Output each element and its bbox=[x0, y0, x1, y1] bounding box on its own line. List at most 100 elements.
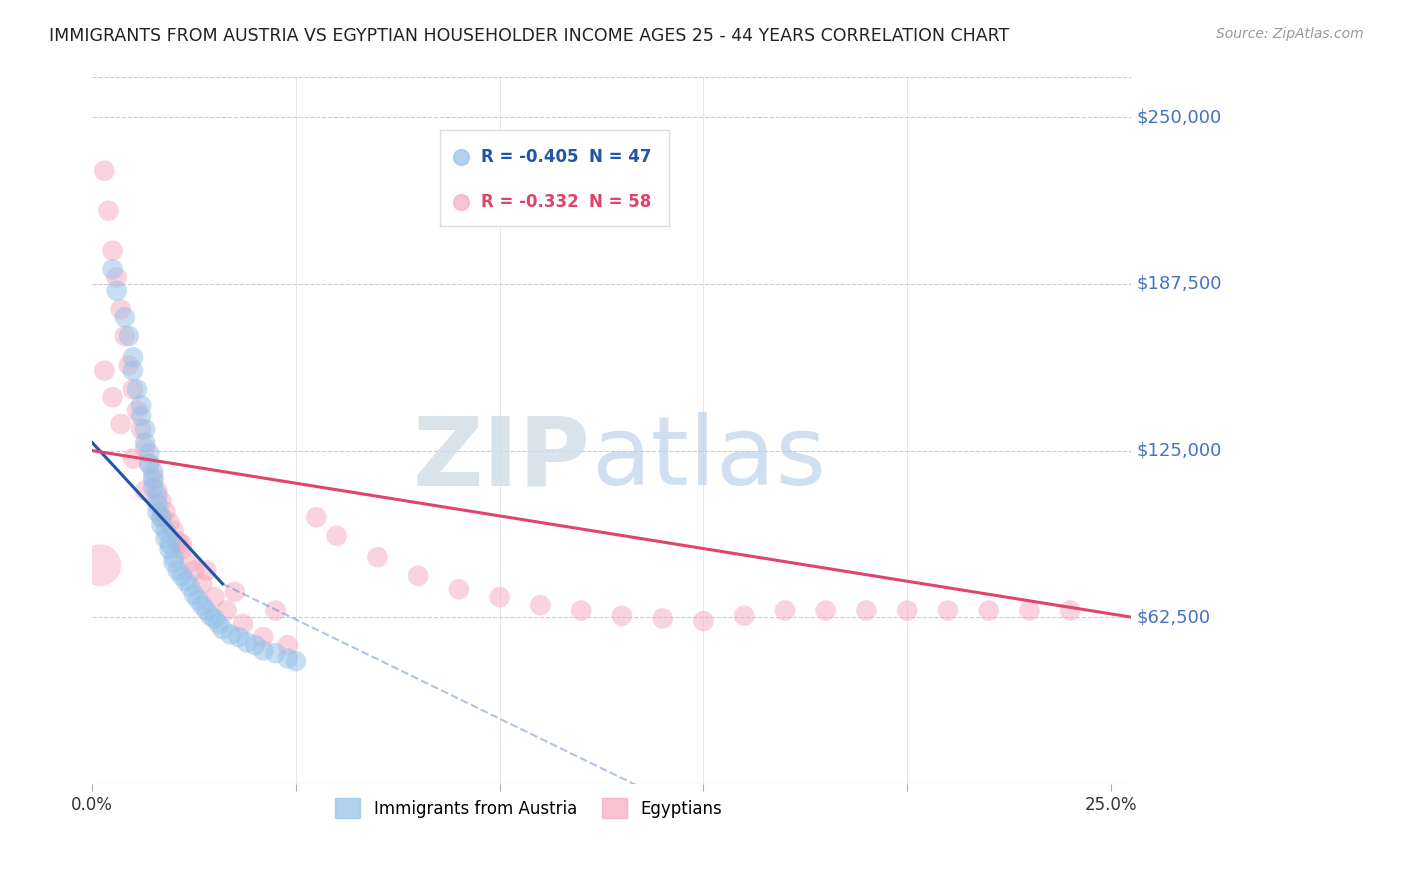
Point bbox=[488, 590, 510, 604]
Point bbox=[101, 244, 124, 258]
Point bbox=[224, 584, 246, 599]
Point bbox=[264, 603, 287, 617]
Point bbox=[166, 534, 188, 549]
Point bbox=[150, 510, 173, 524]
Point bbox=[122, 382, 145, 396]
Point bbox=[366, 550, 388, 565]
Point bbox=[773, 603, 796, 617]
Legend: Immigrants from Austria, Egyptians: Immigrants from Austria, Egyptians bbox=[329, 791, 728, 825]
Point bbox=[204, 611, 226, 625]
Text: atlas: atlas bbox=[591, 412, 827, 506]
Point bbox=[252, 643, 274, 657]
Point bbox=[651, 611, 673, 625]
Point bbox=[129, 398, 152, 412]
Point bbox=[122, 351, 145, 365]
Point bbox=[129, 422, 152, 436]
Point bbox=[187, 592, 209, 607]
Text: $125,000: $125,000 bbox=[1136, 442, 1222, 459]
Point bbox=[118, 329, 141, 343]
Point bbox=[215, 603, 238, 617]
Point bbox=[163, 524, 186, 538]
Point bbox=[195, 603, 218, 617]
Point bbox=[118, 359, 141, 373]
Point bbox=[150, 510, 173, 524]
Text: $62,500: $62,500 bbox=[1136, 608, 1211, 626]
Point bbox=[855, 603, 877, 617]
Point bbox=[93, 363, 115, 377]
Point bbox=[163, 550, 186, 565]
Point bbox=[179, 556, 201, 570]
Point bbox=[305, 510, 328, 524]
Point bbox=[101, 390, 124, 404]
Point bbox=[122, 451, 145, 466]
Point bbox=[146, 497, 169, 511]
Point bbox=[243, 638, 266, 652]
Text: IMMIGRANTS FROM AUSTRIA VS EGYPTIAN HOUSEHOLDER INCOME AGES 25 - 44 YEARS CORREL: IMMIGRANTS FROM AUSTRIA VS EGYPTIAN HOUS… bbox=[49, 27, 1010, 45]
Point bbox=[170, 569, 193, 583]
Point bbox=[236, 635, 259, 649]
Point bbox=[1059, 603, 1081, 617]
Point bbox=[191, 598, 214, 612]
Point bbox=[896, 603, 918, 617]
Point bbox=[150, 518, 173, 533]
Text: ZIP: ZIP bbox=[413, 412, 591, 506]
Point bbox=[110, 417, 132, 431]
Point bbox=[977, 603, 1000, 617]
Point bbox=[155, 524, 177, 538]
Point bbox=[138, 457, 160, 471]
Point bbox=[125, 382, 148, 396]
Point bbox=[191, 577, 214, 591]
Point bbox=[93, 163, 115, 178]
Text: $250,000: $250,000 bbox=[1136, 109, 1222, 127]
Point bbox=[146, 483, 169, 498]
Point bbox=[122, 363, 145, 377]
Point bbox=[211, 622, 233, 636]
Point bbox=[142, 465, 165, 479]
Point bbox=[163, 556, 186, 570]
Point bbox=[134, 435, 156, 450]
Point bbox=[277, 638, 299, 652]
Point bbox=[114, 329, 136, 343]
Point bbox=[138, 457, 160, 471]
Point bbox=[146, 489, 169, 503]
Point bbox=[219, 627, 242, 641]
Point bbox=[114, 310, 136, 325]
Point bbox=[447, 582, 470, 597]
Point bbox=[142, 481, 165, 495]
Point bbox=[195, 564, 218, 578]
Point bbox=[134, 441, 156, 455]
Point bbox=[232, 616, 254, 631]
Point bbox=[159, 516, 181, 530]
Point bbox=[101, 262, 124, 277]
Point bbox=[89, 558, 111, 573]
Point bbox=[142, 473, 165, 487]
Point bbox=[125, 403, 148, 417]
Point bbox=[284, 654, 307, 668]
Point bbox=[264, 646, 287, 660]
Point bbox=[134, 422, 156, 436]
Point bbox=[692, 614, 714, 628]
Point bbox=[155, 532, 177, 546]
Point bbox=[174, 574, 197, 589]
Point bbox=[252, 630, 274, 644]
Point bbox=[733, 608, 755, 623]
Point bbox=[1018, 603, 1040, 617]
Point bbox=[406, 569, 429, 583]
Point bbox=[610, 608, 633, 623]
Point bbox=[97, 203, 120, 218]
Point bbox=[146, 505, 169, 519]
Point bbox=[228, 630, 250, 644]
Point bbox=[105, 284, 128, 298]
Point bbox=[325, 529, 347, 543]
Point bbox=[183, 587, 205, 601]
Point bbox=[207, 616, 229, 631]
Text: $187,500: $187,500 bbox=[1136, 275, 1222, 293]
Point bbox=[569, 603, 592, 617]
Point bbox=[159, 537, 181, 551]
Point bbox=[155, 505, 177, 519]
Point bbox=[204, 590, 226, 604]
Point bbox=[159, 542, 181, 557]
Point bbox=[170, 537, 193, 551]
Point bbox=[105, 270, 128, 285]
Point bbox=[183, 564, 205, 578]
